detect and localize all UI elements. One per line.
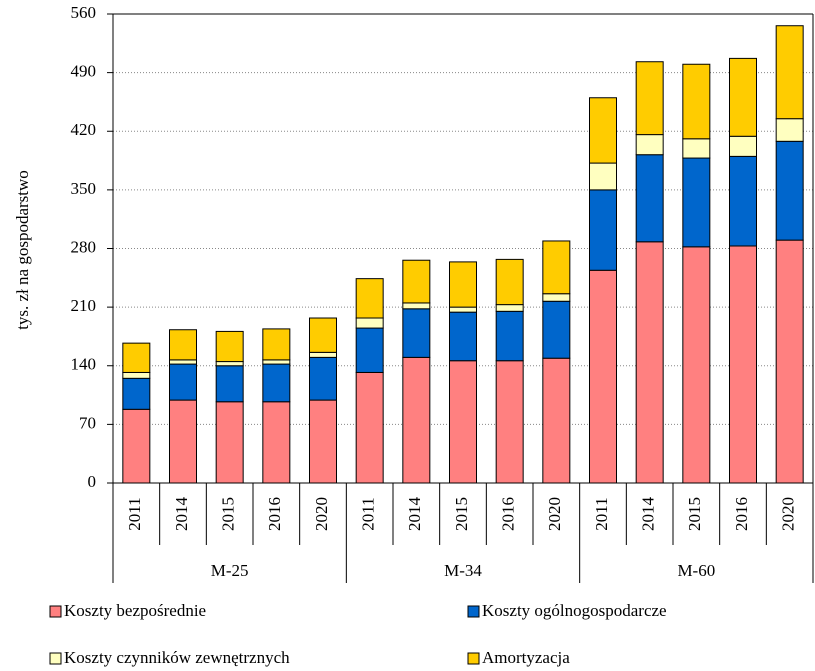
bar-segment — [355, 278, 384, 319]
bar-segment — [682, 138, 711, 159]
bar-segment — [589, 162, 617, 191]
bar-segment — [169, 329, 197, 361]
bar-segment — [402, 259, 431, 304]
y-tick-label: 490 — [71, 62, 97, 81]
bar-segment — [729, 57, 757, 137]
bar-segment — [682, 63, 711, 140]
bar-segment — [729, 245, 757, 484]
bar-segment — [122, 371, 151, 379]
bar-segment — [215, 330, 244, 363]
group-label: M-60 — [677, 561, 715, 580]
bar-segment — [449, 360, 477, 484]
bar-segment — [635, 134, 664, 156]
x-tick-label: 2015 — [685, 497, 704, 531]
bar-segment — [122, 408, 151, 484]
x-tick-label: 2020 — [312, 497, 331, 531]
bar-segment — [215, 365, 244, 403]
bar-segment — [775, 140, 804, 241]
y-tick-label: 280 — [71, 237, 97, 256]
legend-label: Koszty czynników zewnętrznych — [64, 648, 290, 667]
x-tick-label: 2020 — [545, 497, 564, 531]
x-tick-label: 2015 — [452, 497, 471, 531]
bar-segment — [682, 246, 711, 484]
group-label: M-34 — [444, 561, 482, 580]
bar-segment — [355, 327, 384, 373]
group-label: M-25 — [211, 561, 249, 580]
bar-segment — [775, 118, 804, 142]
x-tick-label: 2020 — [779, 497, 798, 531]
bar-segment — [449, 306, 477, 313]
bar-segment — [542, 300, 571, 359]
legend-swatch — [49, 605, 62, 618]
bar-segment — [262, 359, 291, 365]
bar-segment — [495, 304, 524, 312]
y-tick-label: 560 — [71, 3, 97, 22]
bar-segment — [215, 361, 244, 367]
bar-segment — [542, 240, 571, 295]
bar-segment — [775, 25, 804, 120]
bar-segment — [635, 241, 664, 484]
bar-segment — [122, 342, 151, 373]
bar-segment — [542, 357, 571, 484]
x-tick-label: 2016 — [265, 497, 284, 531]
bar-segment — [262, 401, 291, 484]
bar-segment — [402, 308, 431, 358]
bar-segment — [215, 401, 244, 484]
bar-segment — [169, 363, 197, 401]
x-tick-label: 2011 — [125, 497, 144, 530]
bar-segment — [449, 261, 477, 308]
bar-segment — [402, 356, 431, 484]
y-tick-label: 350 — [71, 179, 97, 198]
x-tick-label: 2016 — [499, 497, 518, 531]
bar-segment — [495, 360, 524, 484]
y-axis-label: tys. zł na gospodarstwo — [13, 170, 32, 330]
bar-segment — [309, 356, 337, 401]
bar-segment — [729, 155, 757, 247]
y-tick-label: 70 — [79, 413, 96, 432]
bar-segment — [169, 359, 197, 365]
x-tick-label: 2016 — [732, 497, 751, 531]
bar-segment — [309, 351, 337, 358]
bar-segment — [122, 377, 151, 410]
bar-segment — [355, 371, 384, 484]
bar-segment — [309, 399, 337, 484]
bar-segment — [589, 269, 617, 484]
bar-segment — [635, 61, 664, 136]
bar-segment — [402, 302, 431, 310]
legend-swatch — [467, 605, 480, 618]
bar-segment — [495, 310, 524, 362]
bar-segment — [309, 317, 337, 353]
x-tick-label: 2014 — [639, 497, 658, 532]
bar-segment — [682, 157, 711, 248]
legend-swatch — [49, 652, 62, 665]
x-tick-label: 2015 — [219, 497, 238, 531]
bar-segment — [542, 293, 571, 302]
bar-segment — [169, 399, 197, 484]
bar-segment — [589, 97, 617, 164]
y-tick-label: 420 — [71, 120, 97, 139]
x-tick-label: 2011 — [592, 497, 611, 530]
bar-segment — [589, 189, 617, 271]
y-tick-label: 140 — [71, 355, 97, 374]
bar-segment — [262, 328, 291, 361]
bar-segment — [449, 311, 477, 362]
x-tick-label: 2014 — [405, 497, 424, 532]
bar-segment — [635, 154, 664, 243]
legend-label: Koszty bezpośrednie — [64, 601, 206, 620]
bar-segment — [262, 363, 291, 403]
bar-segment — [729, 135, 757, 157]
x-tick-label: 2011 — [359, 497, 378, 530]
legend-swatch — [467, 652, 480, 665]
bar-segment — [495, 258, 524, 306]
bar-segment — [355, 317, 384, 329]
bar-segment — [775, 239, 804, 484]
legend-label: Amortyzacja — [482, 648, 570, 667]
x-tick-label: 2014 — [172, 497, 191, 532]
y-tick-label: 0 — [88, 472, 97, 491]
legend-label: Koszty ogólnogospodarcze — [482, 601, 667, 620]
y-tick-label: 210 — [71, 296, 97, 315]
